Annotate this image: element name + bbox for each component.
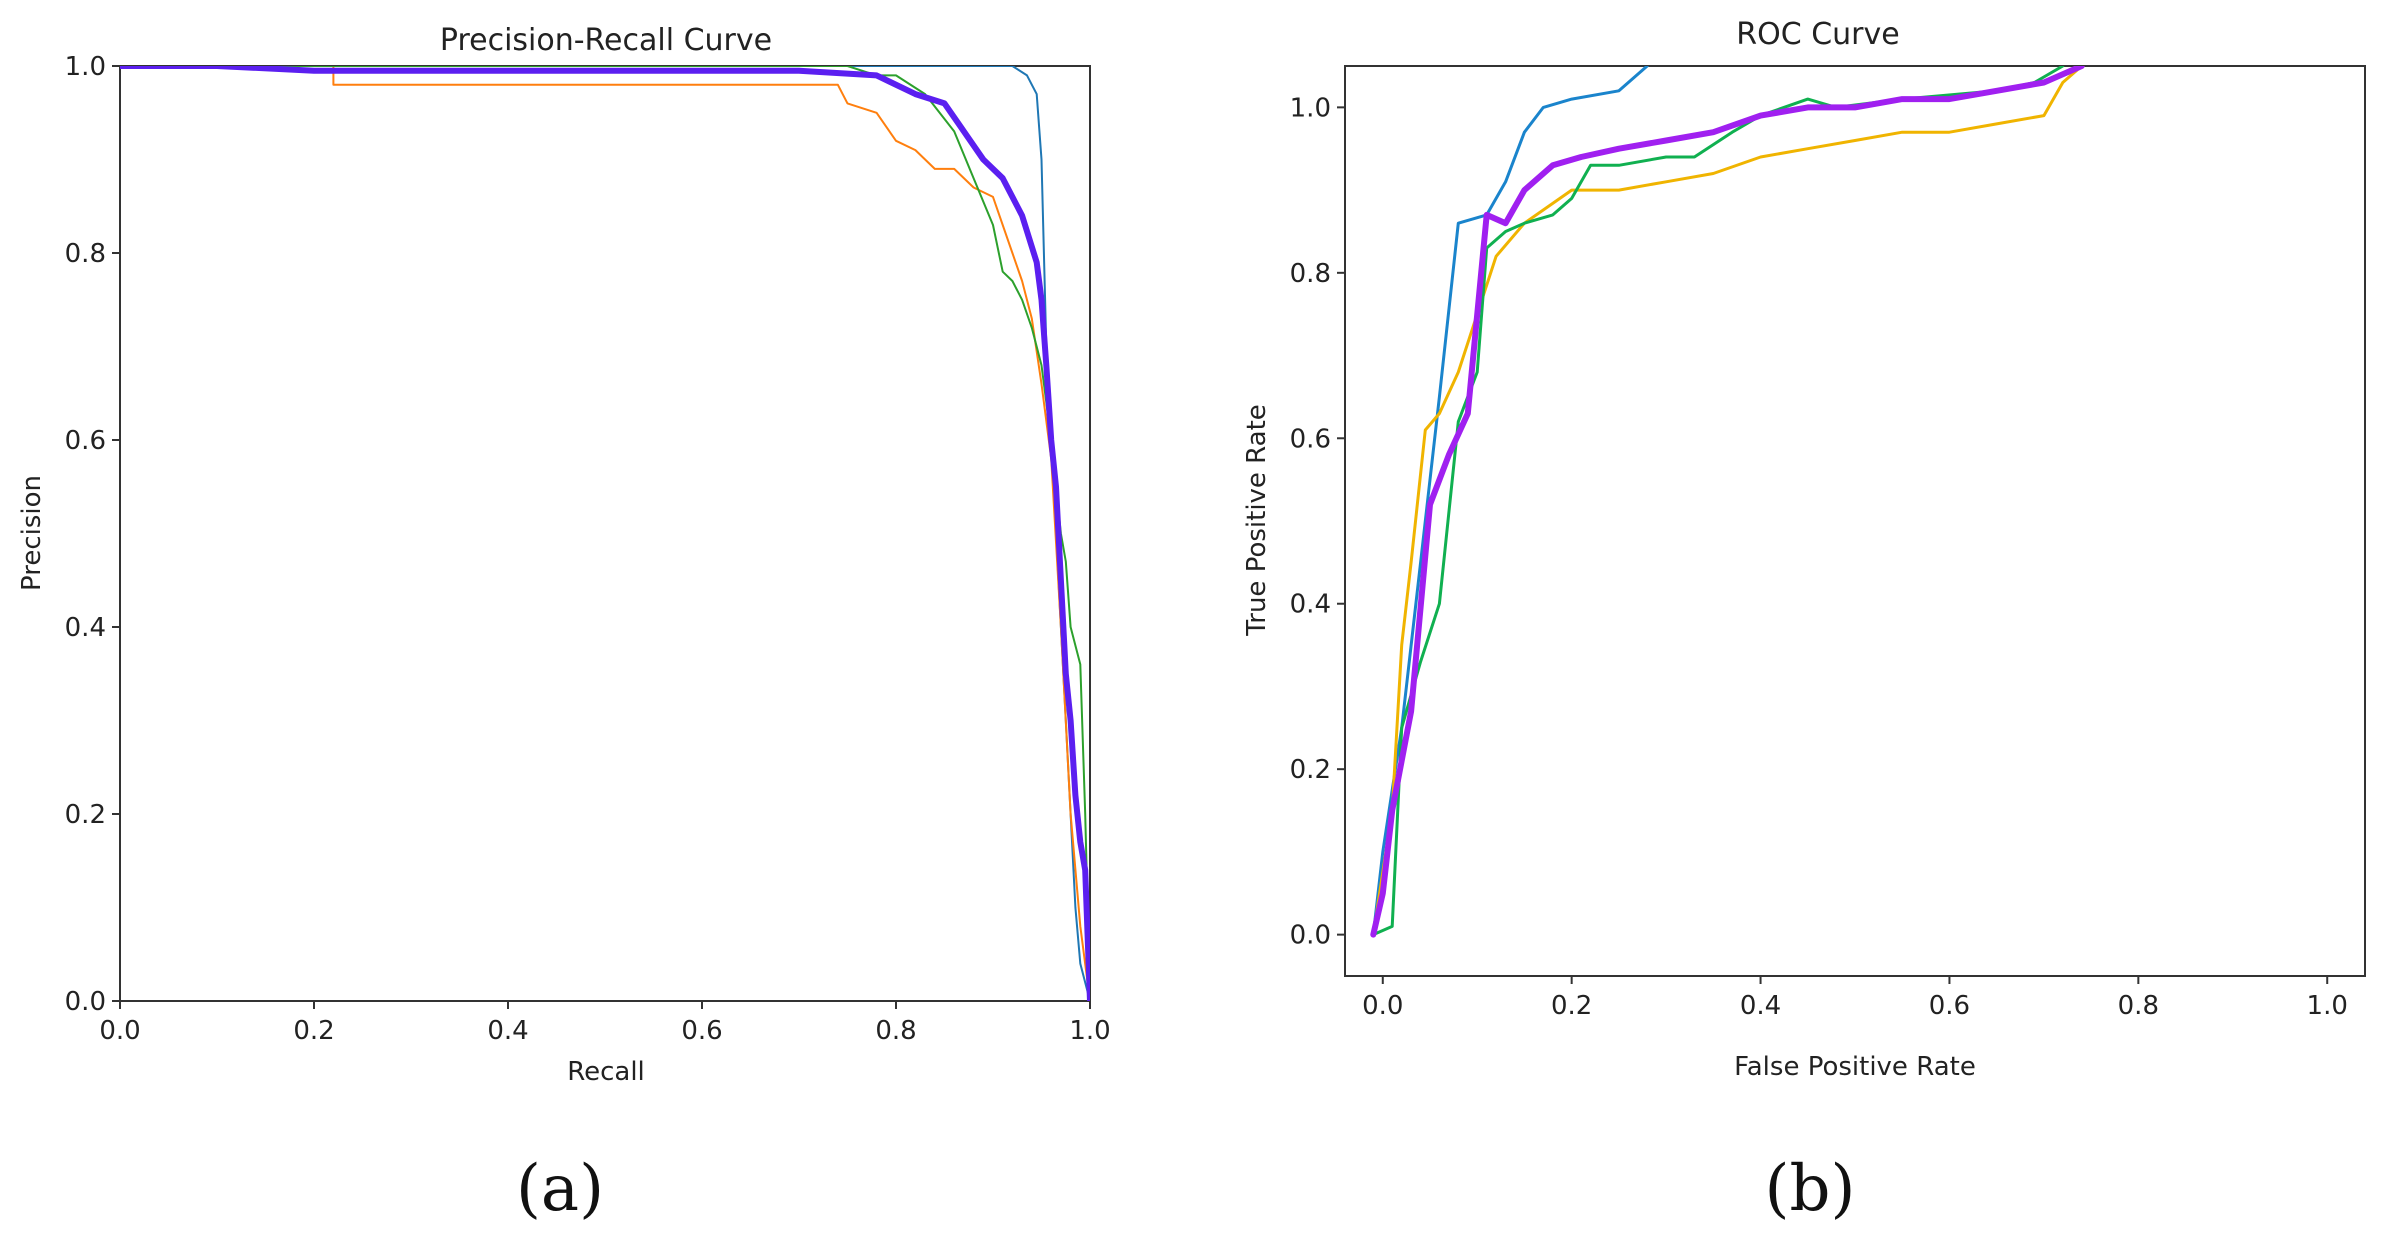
x-tick-label: 0.8 — [2118, 991, 2159, 1021]
x-tick-label: 0.0 — [1362, 991, 1403, 1021]
y-tick-label: 0.4 — [65, 613, 106, 643]
pr-series-class-3 — [120, 66, 1090, 1001]
y-tick-label: 0.4 — [1290, 590, 1331, 620]
roc-lines — [1370, 66, 2085, 938]
roc-xlabel: False Positive Rate — [1734, 1052, 1976, 1082]
y-tick-label: 0.2 — [1290, 755, 1331, 785]
y-tick-label: 0.6 — [1290, 424, 1331, 454]
panel-label-a: (a) — [516, 1152, 604, 1226]
y-tick-label: 1.0 — [65, 52, 106, 82]
pr-xlabel: Recall — [567, 1057, 645, 1087]
x-tick-label: 1.0 — [2307, 991, 2348, 1021]
panel-label-b: (b) — [1765, 1152, 1856, 1226]
y-tick-label: 0.2 — [65, 800, 106, 830]
x-tick-label: 0.2 — [293, 1016, 334, 1046]
pr-ticks: 0.0 0.2 0.4 0.6 0.8 1.0 0.0 0.2 0.4 0.6 0.8 1.0 — [65, 52, 1111, 1046]
y-tick-label: 0.6 — [65, 426, 106, 456]
pr-ylabel: Precision — [17, 475, 47, 591]
pr-plot-frame — [119, 65, 1091, 1002]
roc-series-class-3 — [1371, 66, 2065, 937]
roc-series-class-1 — [1371, 66, 1649, 937]
pr-series-class-1 — [120, 66, 1090, 1001]
pr-series-class-2 — [120, 66, 1090, 1001]
pr-title: Precision-Recall Curve — [440, 23, 772, 58]
y-tick-label: 0.0 — [65, 987, 106, 1017]
x-tick-label: 0.0 — [99, 1016, 140, 1046]
y-tick-label: 0.8 — [1290, 259, 1331, 289]
y-tick-label: 0.0 — [1290, 921, 1331, 951]
x-tick-label: 0.4 — [1740, 991, 1781, 1021]
roc-series-all-classes — [1370, 66, 2085, 938]
y-tick-label: 1.0 — [1290, 93, 1331, 123]
roc-title: ROC Curve — [1736, 17, 1899, 52]
panel-precision-recall: Precision-Recall Curve 0.0 0.2 0.4 0.6 0.8 1.… — [17, 23, 1111, 1226]
roc-ylabel: True Positive Rate — [1242, 404, 1272, 637]
pr-series-all-classes — [120, 66, 1090, 1001]
panel-roc: ROC Curve 0.0 0.2 0.4 0.6 0.8 1.0 0.0 0.2 0.4 0.6… — [1242, 17, 2366, 1226]
roc-plot-frame — [1344, 65, 2366, 977]
x-tick-label: 0.2 — [1551, 991, 1592, 1021]
x-tick-label: 0.6 — [681, 1016, 722, 1046]
y-tick-label: 0.8 — [65, 239, 106, 269]
roc-series-class-2 — [1371, 66, 2084, 937]
pr-lines — [120, 66, 1090, 1001]
x-tick-label: 0.6 — [1929, 991, 1970, 1021]
roc-ticks: 0.0 0.2 0.4 0.6 0.8 1.0 0.0 0.2 0.4 0.6 0.8 1.0 — [1290, 93, 2348, 1021]
x-tick-label: 0.4 — [487, 1016, 528, 1046]
x-tick-label: 1.0 — [1069, 1016, 1110, 1046]
x-tick-label: 0.8 — [875, 1016, 916, 1046]
